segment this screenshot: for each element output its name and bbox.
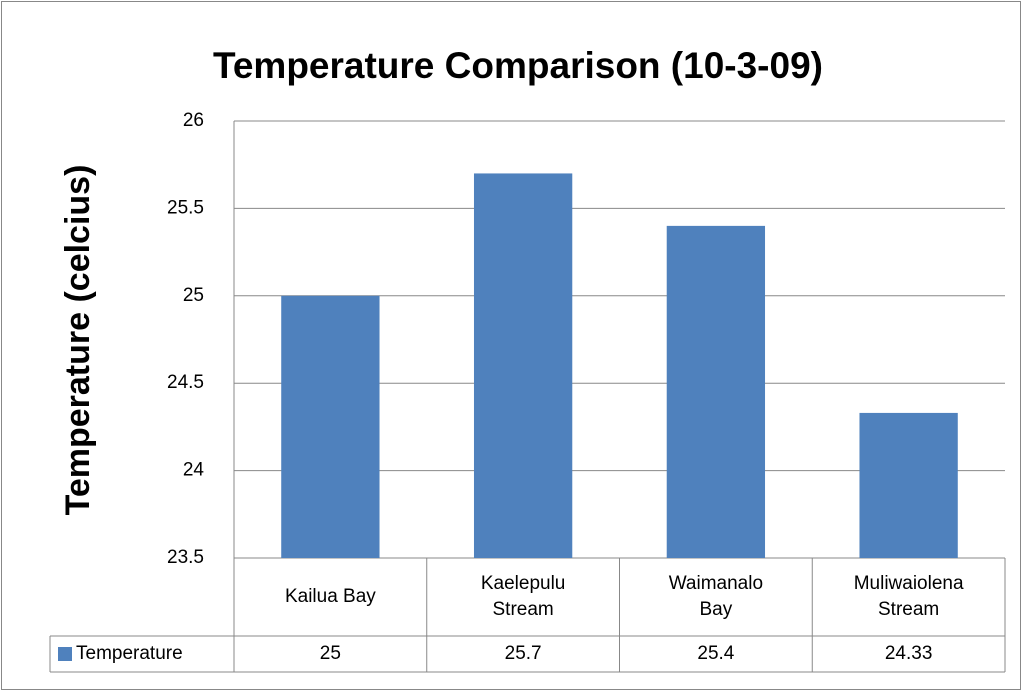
y-tick-label: 24 — [183, 460, 205, 481]
y-tick-label: 24.5 — [167, 372, 204, 393]
y-tick-label: 25.5 — [167, 197, 204, 218]
y-tick-label: 23.5 — [167, 547, 204, 568]
legend-swatch — [58, 647, 72, 661]
bar — [281, 295, 380, 558]
x-tick-label: Muliwaiolena Stream — [853, 573, 964, 620]
bar — [473, 173, 573, 558]
y-tick-label: 25 — [183, 285, 204, 306]
bar — [859, 412, 958, 558]
y-axis-label: Temperature (celcius) — [59, 165, 97, 516]
x-tick-label: Kailua Bay — [284, 586, 376, 607]
data-table-value: 24.33 — [884, 643, 933, 664]
bar — [666, 225, 766, 558]
chart-title: Temperature Comparison (10-3-09) — [213, 45, 823, 86]
x-tick-label: Waimanalo Bay — [668, 573, 764, 620]
data-table-value: 25.7 — [504, 643, 542, 664]
legend-label: Temperature — [76, 643, 183, 664]
y-tick-label: 26 — [183, 110, 204, 131]
x-tick-label: Kaelepulu Stream — [480, 573, 566, 620]
data-table-value: 25.4 — [697, 643, 735, 664]
data-table-value: 25 — [319, 643, 341, 664]
